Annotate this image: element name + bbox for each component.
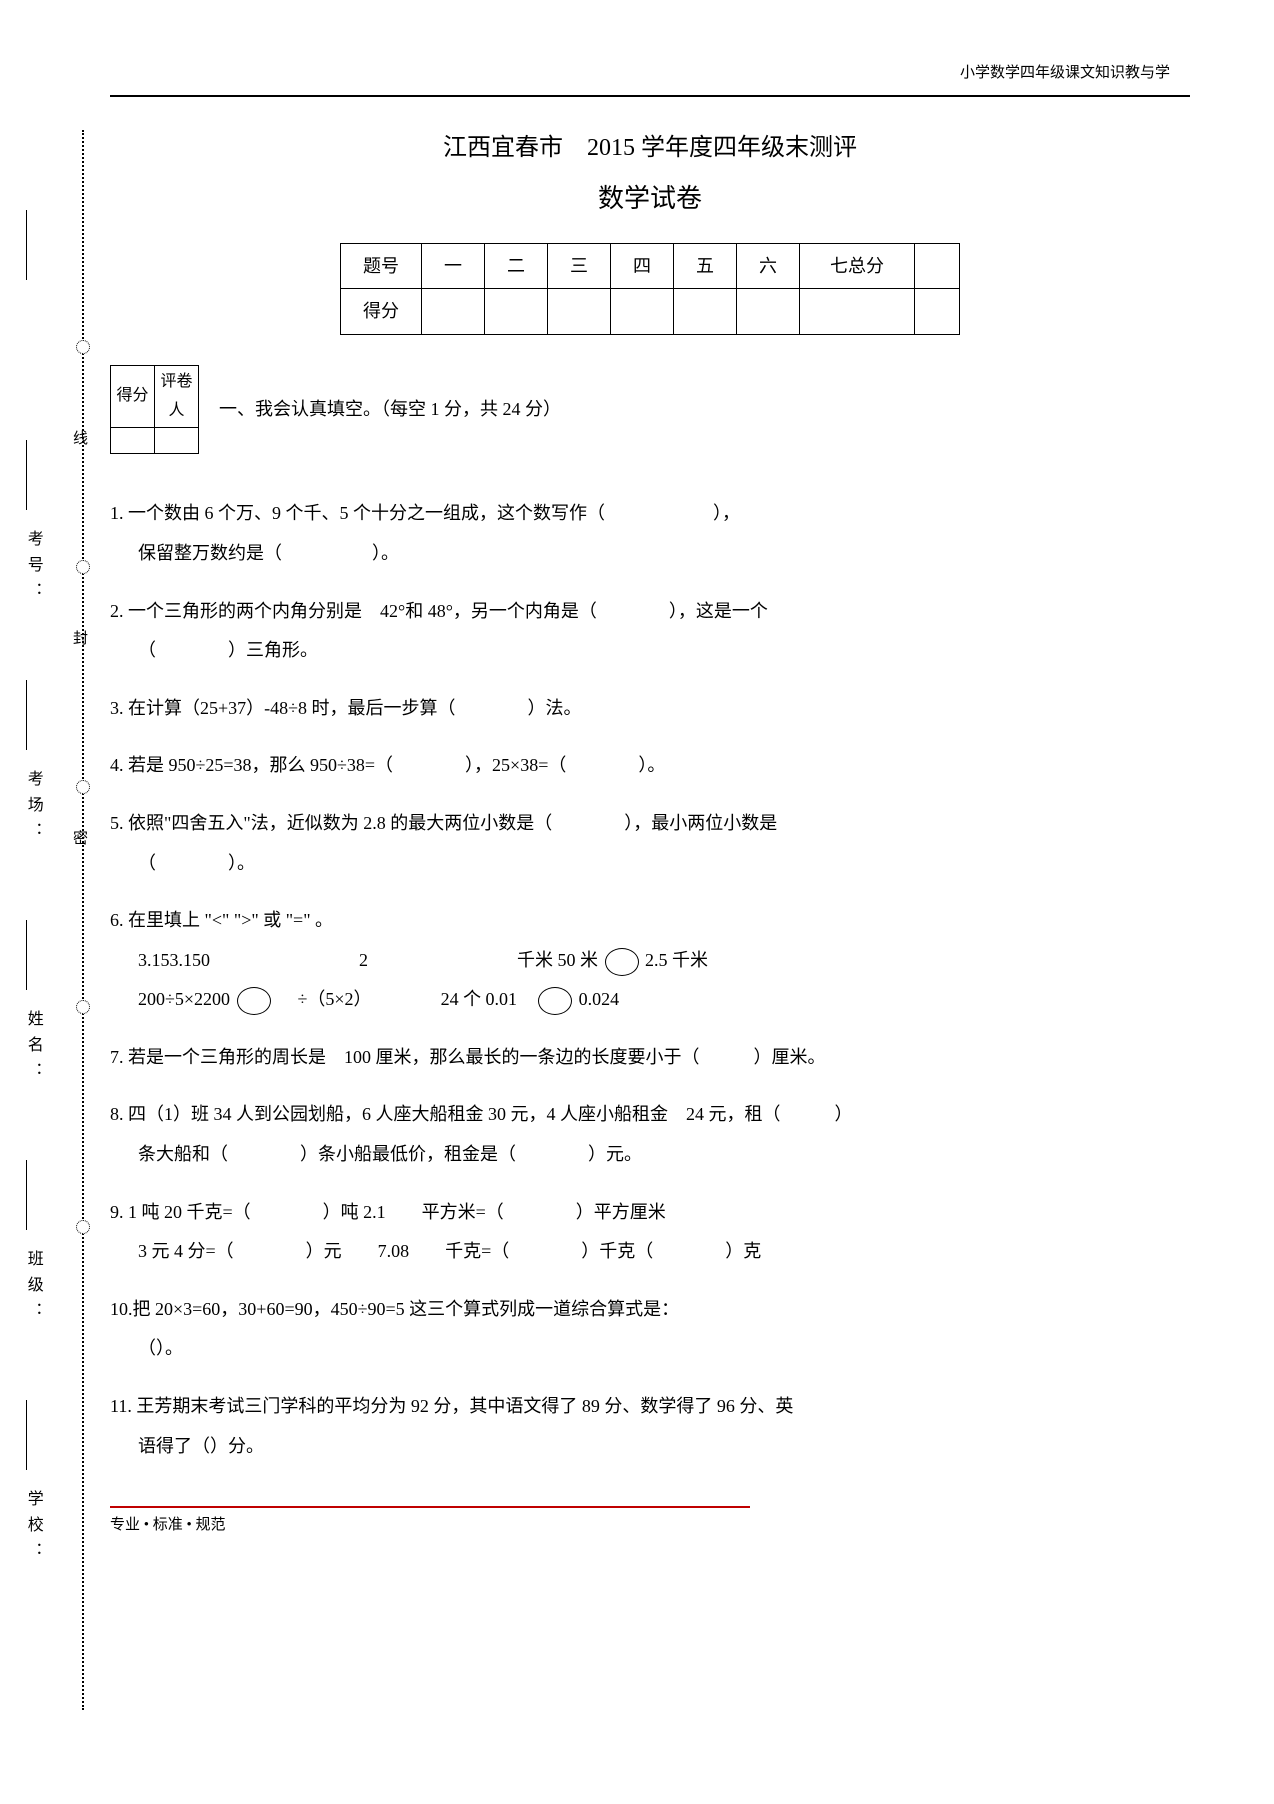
question-9: 9. 1 吨 20 千克=（ ）吨 2.1 平方米=（ ）平方厘米 3 元 4 … [110, 1193, 1190, 1272]
question-text: 11. 王芳期末考试三门学科的平均分为 92 分，其中语文得了 89 分、数学得… [110, 1387, 1190, 1427]
grader-mini-table: 得分 评卷人 [110, 365, 199, 455]
binding-underline [26, 680, 27, 750]
mini-cell [111, 428, 155, 454]
binding-label-room: 考场： [18, 770, 47, 848]
question-text: 2 [359, 950, 368, 970]
score-cell [548, 289, 611, 334]
score-header-cell: 一 [422, 243, 485, 288]
page-content: 小学数学四年级课文知识教与学 江西宜春市 2015 学年度四年级末测评 数学试卷… [110, 60, 1190, 1539]
binding-dotted-line [82, 130, 84, 1710]
binding-label-name: 姓名： [18, 1010, 47, 1088]
binding-label-number: 考号： [18, 530, 47, 608]
score-header-cell: 题号 [341, 243, 422, 288]
question-text: 10.把 20×3=60，30+60=90，450÷90=5 这三个算式列成一道… [110, 1290, 1190, 1330]
question-5: 5. 依照"四舍五入"法，近似数为 2.8 的最大两位小数是（ ），最小两位小数… [110, 804, 1190, 883]
compare-circle [605, 948, 639, 976]
question-text: 200÷5×2200 [138, 989, 230, 1009]
question-8: 8. 四（1）班 34 人到公园划船，6 人座大船租金 30 元，4 人座小船租… [110, 1095, 1190, 1174]
compare-circle [538, 987, 572, 1015]
score-header-cell: 七总分 [800, 243, 915, 288]
section-1-heading: 得分 评卷人 一、我会认真填空。（每空 1 分，共 24 分） [110, 365, 1190, 455]
exam-title-line1: 江西宜春市 2015 学年度四年级末测评 [110, 127, 1190, 170]
question-text: 2.5 千米 [645, 950, 708, 970]
score-cell [737, 289, 800, 334]
footer-divider [110, 1506, 750, 1508]
question-3: 3. 在计算（25+37）-48÷8 时，最后一步算（ ）法。 [110, 689, 1190, 729]
score-summary-table: 题号 一 二 三 四 五 六 七总分 得分 [340, 243, 960, 335]
binding-text-feng: 封 [65, 630, 92, 665]
question-text: （ ）。 [110, 844, 1190, 884]
question-text: （）。 [110, 1329, 1190, 1369]
score-header-cell: 六 [737, 243, 800, 288]
footer-text: 专业 • 标准 • 规范 [110, 1512, 1190, 1539]
score-header-cell [915, 243, 960, 288]
question-text: 8. 四（1）班 34 人到公园划船，6 人座大船租金 30 元，4 人座小船租… [110, 1095, 1190, 1135]
binding-circle [76, 780, 90, 794]
question-text: 3 元 4 分=（ ）元 7.08 千克=（ ）千克（ ）克 [110, 1232, 1190, 1272]
question-text: 千米 50 米 [517, 950, 598, 970]
question-text: 保留整万数约是（ ）。 [110, 534, 1190, 574]
table-row [111, 428, 199, 454]
score-header-cell: 四 [611, 243, 674, 288]
score-cell [800, 289, 915, 334]
question-text: ÷（5×2） [298, 989, 372, 1009]
question-text: 语得了（）分。 [110, 1427, 1190, 1467]
question-1: 1. 一个数由 6 个万、9 个千、5 个十分之一组成，这个数写作（ ）， 保留… [110, 494, 1190, 573]
score-cell [485, 289, 548, 334]
binding-circle [76, 340, 90, 354]
question-11: 11. 王芳期末考试三门学科的平均分为 92 分，其中语文得了 89 分、数学得… [110, 1387, 1190, 1466]
score-cell: 得分 [341, 289, 422, 334]
table-row: 题号 一 二 三 四 五 六 七总分 [341, 243, 960, 288]
binding-text-mi: 密 [65, 830, 92, 865]
table-row: 得分 [341, 289, 960, 334]
score-header-cell: 五 [674, 243, 737, 288]
question-text: 9. 1 吨 20 千克=（ ）吨 2.1 平方米=（ ）平方厘米 [110, 1193, 1190, 1233]
question-6-row: 3.153.150 2 千米 50 米 2.5 千米 [110, 941, 1190, 981]
binding-circle [76, 560, 90, 574]
binding-underline [26, 1160, 27, 1230]
header-divider [110, 95, 1190, 97]
question-text: 0.024 [579, 989, 620, 1009]
score-cell [422, 289, 485, 334]
mini-cell: 评卷人 [155, 365, 199, 428]
binding-label-class: 班级： [18, 1250, 47, 1328]
question-text: 1. 一个数由 6 个万、9 个千、5 个十分之一组成，这个数写作（ ）， [110, 494, 1190, 534]
binding-text-xian: 线 [65, 430, 92, 465]
score-cell [611, 289, 674, 334]
score-header-cell: 三 [548, 243, 611, 288]
question-4: 4. 若是 950÷25=38，那么 950÷38=（ ），25×38=（ ）。 [110, 746, 1190, 786]
question-text: 3.153.150 [138, 950, 210, 970]
binding-underline [26, 1400, 27, 1470]
binding-margin: 密 封 线 学校： 班级： 姓名： 考场： 考号： [10, 130, 100, 1710]
question-2: 2. 一个三角形的两个内角分别是 42°和 48°，另一个内角是（ ），这是一个… [110, 592, 1190, 671]
question-text: 5. 依照"四舍五入"法，近似数为 2.8 的最大两位小数是（ ），最小两位小数… [110, 804, 1190, 844]
question-text: （ ）三角形。 [110, 631, 1190, 671]
exam-title-line2: 数学试卷 [110, 176, 1190, 223]
score-header-cell: 二 [485, 243, 548, 288]
binding-underline [26, 210, 27, 280]
compare-circle [237, 987, 271, 1015]
question-text: 24 个 0.01 [441, 989, 518, 1009]
section-1-title: 一、我会认真填空。（每空 1 分，共 24 分） [219, 393, 561, 425]
binding-label-school: 学校： [18, 1490, 47, 1568]
score-cell [915, 289, 960, 334]
question-6: 6. 在里填上 "<" ">" 或 "=" 。 3.153.150 2 千米 5… [110, 901, 1190, 1020]
question-7: 7. 若是一个三角形的周长是 100 厘米，那么最长的一条边的长度要小于（ ）厘… [110, 1038, 1190, 1078]
binding-underline [26, 920, 27, 990]
question-text: 6. 在里填上 "<" ">" 或 "=" 。 [110, 901, 1190, 941]
table-row: 得分 评卷人 [111, 365, 199, 428]
question-text: 2. 一个三角形的两个内角分别是 42°和 48°，另一个内角是（ ），这是一个 [110, 592, 1190, 632]
question-6-row: 200÷5×2200 ÷（5×2） 24 个 0.01 0.024 [110, 980, 1190, 1020]
mini-cell: 得分 [111, 365, 155, 428]
score-cell [674, 289, 737, 334]
binding-circle [76, 1000, 90, 1014]
binding-circle [76, 1220, 90, 1234]
question-10: 10.把 20×3=60，30+60=90，450÷90=5 这三个算式列成一道… [110, 1290, 1190, 1369]
mini-cell [155, 428, 199, 454]
header-right-text: 小学数学四年级课文知识教与学 [110, 60, 1190, 87]
question-text: 条大船和（ ）条小船最低价，租金是（ ）元。 [110, 1135, 1190, 1175]
binding-underline [26, 440, 27, 510]
